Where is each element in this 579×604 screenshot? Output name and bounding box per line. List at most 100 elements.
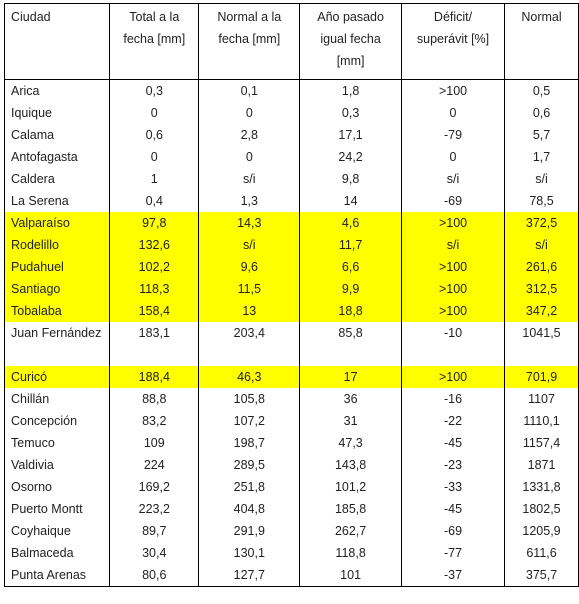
total-cell: 102,2 — [109, 256, 200, 278]
deficit-cell: >100 — [400, 366, 506, 388]
deficit-cell: -16 — [400, 388, 506, 410]
last-year-cell: 101 — [299, 564, 402, 587]
city-cell: Osorno — [3, 476, 111, 498]
table-row: Puerto Montt 223,2 404,8 185,8 -45 1802,5 — [3, 498, 579, 520]
table-row: Arica 0,3 0,1 1,8 >100 0,5 — [3, 79, 579, 102]
total-cell: 118,3 — [109, 278, 200, 300]
total-cell: 224 — [109, 454, 200, 476]
last-year-cell: 118,8 — [299, 542, 402, 564]
city-cell: Tobalaba — [3, 300, 111, 322]
total-cell: 97,8 — [109, 212, 200, 234]
city-cell: Curicó — [3, 366, 111, 388]
city-cell: Calama — [3, 124, 111, 146]
city-cell: Iquique — [3, 102, 111, 124]
normal-date-cell: 11,5 — [198, 278, 301, 300]
deficit-cell: >100 — [400, 300, 506, 322]
total-cell: 158,4 — [109, 300, 200, 322]
normal-date-cell: s/i — [198, 168, 301, 190]
deficit-cell: -69 — [400, 520, 506, 542]
normal-date-cell: 251,8 — [198, 476, 301, 498]
city-cell: Punta Arenas — [3, 564, 111, 587]
city-cell: Valparaíso — [3, 212, 111, 234]
last-year-cell: 24,2 — [299, 146, 402, 168]
normal-cell: 701,9 — [504, 366, 579, 388]
table-row: Calama 0,6 2,8 17,1 -79 5,7 — [3, 124, 579, 146]
last-year-cell: 47,3 — [299, 432, 402, 454]
normal-cell: 375,7 — [504, 564, 579, 587]
total-cell: 1 — [109, 168, 200, 190]
deficit-cell: >100 — [400, 278, 506, 300]
normal-date-cell: 404,8 — [198, 498, 301, 520]
table-row: Valparaíso 97,8 14,3 4,6 >100 372,5 — [3, 212, 579, 234]
total-cell: 183,1 — [109, 322, 200, 366]
last-year-cell: 262,7 — [299, 520, 402, 542]
last-year-cell: 4,6 — [299, 212, 402, 234]
normal-date-cell: s/i — [198, 234, 301, 256]
rainfall-table-container: Ciudad Total a la fecha [mm] Normal a la… — [3, 3, 579, 587]
city-cell: La Serena — [3, 190, 111, 212]
city-cell: Temuco — [3, 432, 111, 454]
city-cell: Concepción — [3, 410, 111, 432]
city-cell: Chillán — [3, 388, 111, 410]
normal-date-cell: 9,6 — [198, 256, 301, 278]
header-normal: Normal — [504, 3, 579, 80]
table-row: La Serena 0,4 1,3 14 -69 78,5 — [3, 190, 579, 212]
normal-date-cell: 2,8 — [198, 124, 301, 146]
table-row: Tobalaba 158,4 13 18,8 >100 347,2 — [3, 300, 579, 322]
deficit-cell: -77 — [400, 542, 506, 564]
total-cell: 30,4 — [109, 542, 200, 564]
last-year-cell: 101,2 — [299, 476, 402, 498]
table-row: Caldera 1 s/i 9,8 s/i s/i — [3, 168, 579, 190]
header-total: Total a la fecha [mm] — [109, 3, 200, 80]
normal-date-cell: 198,7 — [198, 432, 301, 454]
deficit-cell: s/i — [400, 234, 506, 256]
total-cell: 223,2 — [109, 498, 200, 520]
normal-cell: 5,7 — [504, 124, 579, 146]
normal-date-cell: 0 — [198, 146, 301, 168]
normal-date-cell: 0 — [198, 102, 301, 124]
last-year-cell: 31 — [299, 410, 402, 432]
total-cell: 0,4 — [109, 190, 200, 212]
table-row: Antofagasta 0 0 24,2 0 1,7 — [3, 146, 579, 168]
total-cell: 83,2 — [109, 410, 200, 432]
table-body: Arica 0,3 0,1 1,8 >100 0,5 Iquique 0 0 0,3 0 0,6 Cal… — [3, 79, 579, 587]
city-cell: Balmaceda — [3, 542, 111, 564]
normal-cell: 1205,9 — [504, 520, 579, 542]
table-row: Juan Fernández 183,1 203,4 85,8 -10 1041,5 — [3, 322, 579, 366]
total-cell: 0,3 — [109, 79, 200, 102]
normal-cell: 372,5 — [504, 212, 579, 234]
city-cell: Valdivia — [3, 454, 111, 476]
total-cell: 0,6 — [109, 124, 200, 146]
total-cell: 169,2 — [109, 476, 200, 498]
table-row: Pudahuel 102,2 9,6 6,6 >100 261,6 — [3, 256, 579, 278]
normal-date-cell: 289,5 — [198, 454, 301, 476]
table-row: Curicó 188,4 46,3 17 >100 701,9 — [3, 366, 579, 388]
header-ciudad: Ciudad — [3, 3, 111, 80]
normal-cell: s/i — [504, 234, 579, 256]
city-cell: Rodelillo — [3, 234, 111, 256]
deficit-cell: >100 — [400, 256, 506, 278]
normal-cell: 1871 — [504, 454, 579, 476]
header-ano-pasado: Año pasado igual fecha [mm] — [299, 3, 402, 80]
total-cell: 89,7 — [109, 520, 200, 542]
total-cell: 109 — [109, 432, 200, 454]
normal-cell: 0,6 — [504, 102, 579, 124]
last-year-cell: 185,8 — [299, 498, 402, 520]
city-cell: Coyhaique — [3, 520, 111, 542]
table-row: Iquique 0 0 0,3 0 0,6 — [3, 102, 579, 124]
header-normal-fecha: Normal a la fecha [mm] — [198, 3, 301, 80]
normal-cell: 1110,1 — [504, 410, 579, 432]
normal-cell: 1107 — [504, 388, 579, 410]
city-cell: Santiago — [3, 278, 111, 300]
table-row: Rodelillo 132,6 s/i 11,7 s/i s/i — [3, 234, 579, 256]
last-year-cell: 18,8 — [299, 300, 402, 322]
table-header-row: Ciudad Total a la fecha [mm] Normal a la… — [3, 3, 579, 80]
deficit-cell: -79 — [400, 124, 506, 146]
city-cell: Antofagasta — [3, 146, 111, 168]
normal-date-cell: 203,4 — [198, 322, 301, 366]
last-year-cell: 11,7 — [299, 234, 402, 256]
normal-date-cell: 127,7 — [198, 564, 301, 587]
deficit-cell: -45 — [400, 432, 506, 454]
deficit-cell: 0 — [400, 146, 506, 168]
normal-date-cell: 105,8 — [198, 388, 301, 410]
